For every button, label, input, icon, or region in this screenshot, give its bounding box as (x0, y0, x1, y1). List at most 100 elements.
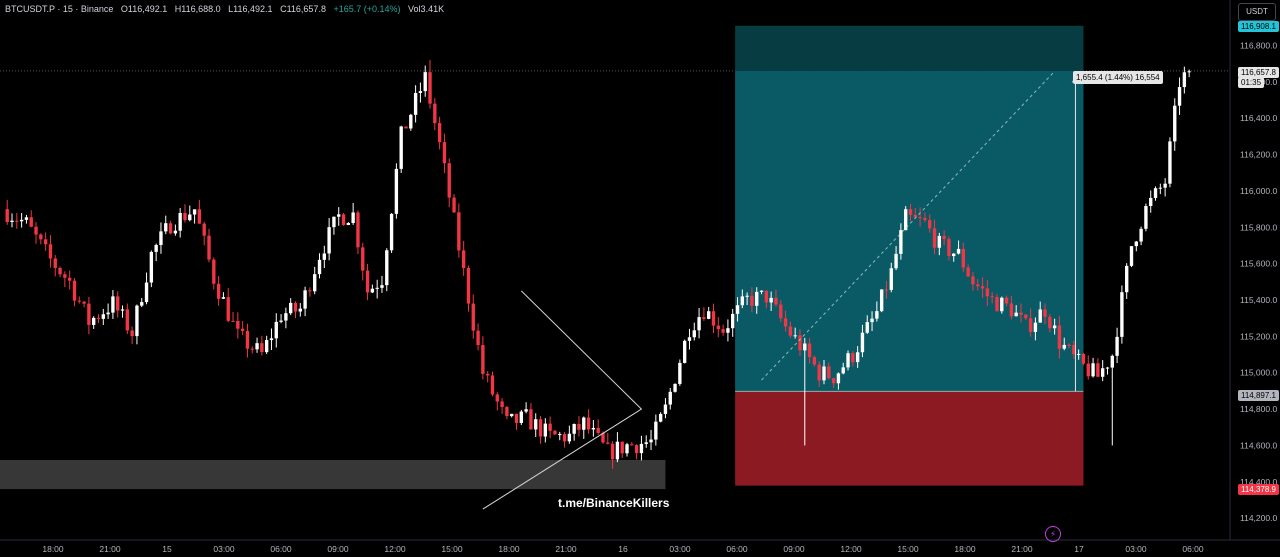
candle-body (851, 353, 855, 363)
candle-body (1182, 72, 1187, 88)
candle-body (615, 441, 620, 460)
candle-body (53, 258, 57, 269)
target-price-badge: 116,908.1 (1238, 21, 1279, 32)
candle-body (10, 220, 14, 222)
candle-body (442, 142, 447, 164)
candle-body (1052, 325, 1057, 329)
measure-line (761, 70, 1055, 381)
candle-body (159, 231, 163, 245)
candle-body (822, 366, 826, 381)
candle-body (663, 404, 668, 414)
target-zone (735, 70, 1084, 392)
candle-body (841, 367, 845, 374)
lightning-icon[interactable]: ⚡ (1045, 526, 1061, 542)
price-tick-label: 116,200.0 (1240, 150, 1277, 160)
candle-body (750, 295, 754, 306)
candle-body (1028, 318, 1033, 332)
candle-body (260, 343, 264, 353)
candle-body (1081, 353, 1086, 364)
candle-body (644, 442, 648, 444)
candle-body (870, 318, 874, 323)
candle-body (356, 212, 360, 248)
change-value: +165.7 (+0.14%) (333, 4, 401, 14)
candle-body (1173, 105, 1177, 142)
candle-body (779, 304, 783, 319)
candle-body (19, 219, 24, 222)
candle-body (264, 340, 269, 353)
time-axis[interactable]: 18:00 21:00 15 03:00 06:00 09:00 12:00 15:00 18:… (0, 539, 1280, 554)
candle-body (649, 439, 653, 443)
symbol-title[interactable]: BTCUSDT.P · 15 · Binance (5, 4, 114, 14)
candle-body (500, 401, 504, 408)
time-tick-label: 17 (1074, 544, 1084, 554)
candle-body (457, 212, 461, 251)
candle-body (92, 317, 96, 325)
candle-body (351, 212, 355, 223)
price-axis[interactable]: 114,200.0 114,400.0 114,600.0 114,800.0 115,… (1229, 0, 1277, 540)
candle-body (423, 72, 427, 92)
time-tick-label: 15 (162, 544, 172, 554)
time-tick-label: 18:00 (42, 544, 64, 554)
candle-body (1004, 297, 1009, 304)
candle-body (908, 209, 913, 215)
candle-body (125, 309, 130, 331)
candle-body (769, 297, 773, 303)
candle-body (591, 427, 596, 430)
price-tick-label: 115,400.0 (1240, 295, 1277, 305)
candle-body (543, 423, 548, 437)
candle-body (678, 362, 682, 384)
candle-body (428, 72, 432, 104)
candle-body (711, 311, 716, 326)
candle-body (956, 248, 961, 254)
candle-body (380, 285, 384, 288)
volume-value: Vol3.41K (408, 4, 445, 14)
candle-body (764, 290, 769, 303)
candle-body (1168, 141, 1172, 184)
candle-body (904, 209, 908, 231)
candle-body (485, 373, 490, 376)
candle-body (495, 394, 499, 402)
candle-body (1072, 344, 1076, 355)
candle-body (1144, 206, 1148, 229)
candle-body (433, 103, 437, 124)
candle-body (1115, 336, 1119, 356)
candle-body (188, 214, 192, 221)
candle-body (149, 251, 154, 283)
candle-body (726, 328, 730, 333)
candle-body (207, 235, 211, 260)
price-tick-label: 115,200.0 (1240, 331, 1277, 341)
candle-body (971, 276, 975, 285)
candle-body (1033, 322, 1038, 332)
time-tick-label: 15:00 (441, 544, 463, 554)
candle-body (1129, 246, 1134, 266)
countdown-badge: 01:35 (1238, 77, 1265, 88)
candle-body (452, 197, 456, 213)
candle-body (620, 441, 624, 454)
candle-body (236, 320, 240, 329)
candle-body (879, 289, 884, 312)
entry-price-badge: 114,897.1 (1238, 390, 1279, 401)
candle-body (1076, 353, 1081, 355)
candle-body (481, 345, 485, 374)
candle-body (735, 305, 740, 314)
candle-body (87, 303, 91, 325)
candle-body (317, 259, 322, 275)
candle-body (519, 411, 523, 423)
candle-body (625, 444, 629, 454)
candle-body (1125, 265, 1129, 293)
candle-body (63, 274, 67, 278)
candle-body (96, 317, 101, 319)
candle-body (937, 235, 941, 248)
candle-body (673, 383, 677, 392)
candle-body (135, 305, 139, 337)
candle-body (308, 290, 312, 292)
price-tick-label: 115,800.0 (1240, 222, 1277, 232)
candle-body (740, 296, 745, 306)
currency-button[interactable]: USDT (1238, 3, 1276, 21)
candle-body (346, 222, 351, 226)
time-tick-label: 21:00 (1011, 544, 1033, 554)
candle-body (630, 444, 634, 446)
candle-body (716, 325, 720, 330)
candle-body (226, 297, 230, 321)
